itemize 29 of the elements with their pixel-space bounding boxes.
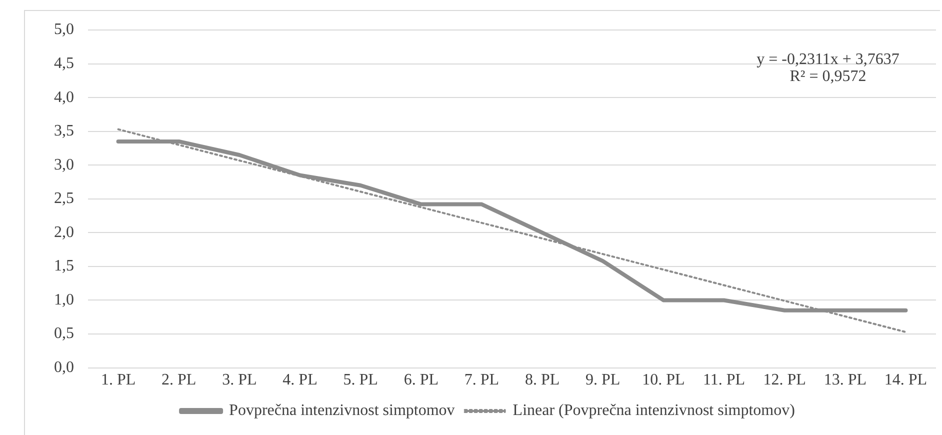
y-tick-label: 1,0 xyxy=(54,291,74,308)
x-tick-label: 6. PL xyxy=(404,372,438,389)
x-tick-label: 13. PL xyxy=(824,372,866,389)
y-tick-label: 0,5 xyxy=(54,325,74,342)
x-tick-label: 11. PL xyxy=(702,372,746,389)
annotation: R² = 0,9572 xyxy=(790,68,866,86)
x-tick-label: 10. PL xyxy=(642,372,685,389)
x-tick-label: 5. PL xyxy=(343,372,378,389)
legend-label: Linear (Povprečna intenzivnost simptomov) xyxy=(512,402,795,420)
y-tick-label: 1,5 xyxy=(54,258,74,275)
y-tick-label: 3,5 xyxy=(54,122,74,140)
legend-label: Povprečna intenzivnost simptomov xyxy=(229,402,455,420)
y-tick-label: 2,0 xyxy=(54,224,74,241)
y-tick-label: 3,0 xyxy=(54,156,74,174)
y-tick-label: 4,5 xyxy=(54,54,74,72)
y-tick-label: 4,0 xyxy=(54,88,74,106)
x-tick-label: 14. PL xyxy=(884,372,928,389)
x-tick-label: 3. PL xyxy=(222,372,257,389)
x-tick-label: 9. PL xyxy=(586,372,620,389)
x-tick-label: 2. PL xyxy=(162,372,196,389)
y-tick-label: 2,5 xyxy=(54,190,74,208)
x-tick-label: 12. PL xyxy=(763,372,806,389)
annotation: y = -0,2311x + 3,7637 xyxy=(756,51,900,68)
x-tick-label: 7. PL xyxy=(464,372,500,389)
x-tick-label: 4. PL xyxy=(282,372,318,389)
y-tick-label: 5,0 xyxy=(54,21,74,38)
x-tick-label: 8. PL xyxy=(524,372,560,389)
y-tick-label: 0,0 xyxy=(54,359,74,376)
x-tick-label: 1. PL xyxy=(100,372,136,389)
